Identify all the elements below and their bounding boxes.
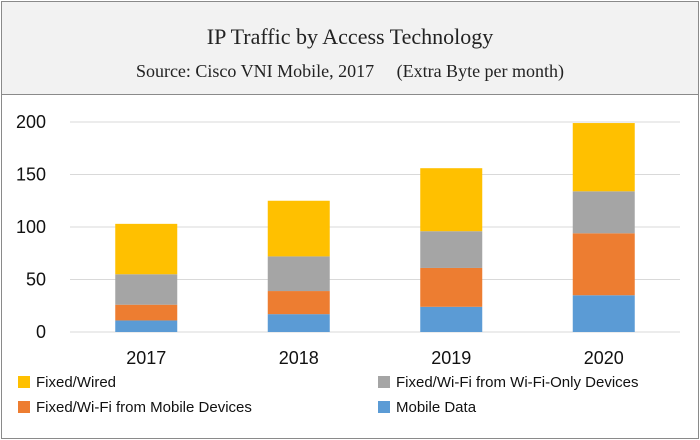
legend-label: Fixed/Wi-Fi from Mobile Devices xyxy=(36,399,252,416)
legend-swatch xyxy=(378,401,390,413)
bar-mobile-data-2019 xyxy=(420,306,483,332)
bar-fixed-wi-fi-from-mobile-devices-2017 xyxy=(115,304,178,321)
x-tick-label: 2017 xyxy=(126,348,166,368)
legend-label: Fixed/Wired xyxy=(36,374,116,391)
chart-subtitle: Source: Cisco VNI Mobile, 2017 (Extra By… xyxy=(135,61,565,81)
bar-fixed-wired-2020 xyxy=(572,123,635,192)
legend-swatch xyxy=(378,376,390,388)
y-tick-label: 50 xyxy=(26,270,46,290)
y-tick-label: 100 xyxy=(16,217,46,237)
bar-fixed-wi-fi-from-mobile-devices-2020 xyxy=(572,233,635,296)
bar-mobile-data-2020 xyxy=(572,295,635,332)
legend-label: Fixed/Wi-Fi from Wi-Fi-Only Devices xyxy=(396,374,639,391)
legend-swatch xyxy=(18,376,30,388)
legend-label: Mobile Data xyxy=(396,399,477,416)
chart-title: IP Traffic by Access Technology xyxy=(206,24,494,49)
bar-fixed-wired-2019 xyxy=(420,168,483,232)
bar-fixed-wi-fi-from-wi-fi-only-devices-2018 xyxy=(267,256,330,292)
x-tick-label: 2018 xyxy=(279,348,319,368)
y-tick-label: 0 xyxy=(36,322,46,342)
x-tick-label: 2020 xyxy=(584,348,624,368)
y-tick-label: 150 xyxy=(16,165,46,185)
bar-mobile-data-2018 xyxy=(267,314,330,332)
chart-header: IP Traffic by Access Technology Source: … xyxy=(2,2,698,95)
bar-fixed-wi-fi-from-wi-fi-only-devices-2019 xyxy=(420,231,483,268)
bar-fixed-wi-fi-from-mobile-devices-2019 xyxy=(420,267,483,307)
x-tick-label: 2019 xyxy=(431,348,471,368)
bar-fixed-wired-2018 xyxy=(267,200,330,257)
y-tick-label: 200 xyxy=(16,112,46,132)
bar-fixed-wired-2017 xyxy=(115,223,178,275)
bar-fixed-wi-fi-from-mobile-devices-2018 xyxy=(267,291,330,315)
bar-fixed-wi-fi-from-wi-fi-only-devices-2020 xyxy=(572,191,635,234)
bar-fixed-wi-fi-from-wi-fi-only-devices-2017 xyxy=(115,274,178,305)
legend-swatch xyxy=(18,401,30,413)
bar-mobile-data-2017 xyxy=(115,320,178,332)
